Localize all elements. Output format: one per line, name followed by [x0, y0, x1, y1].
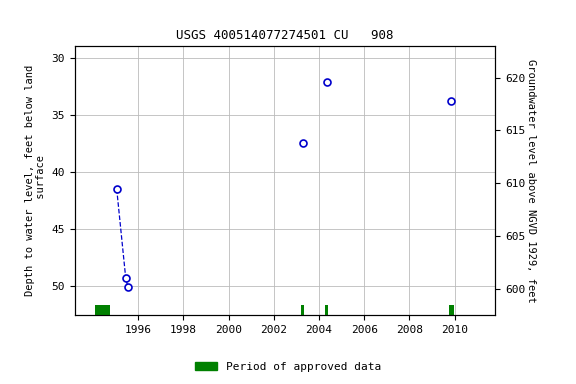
Bar	[301, 306, 304, 315]
Legend: Period of approved data: Period of approved data	[191, 358, 385, 377]
Bar	[325, 306, 328, 315]
Bar	[449, 306, 453, 315]
Bar	[95, 306, 110, 315]
Y-axis label: Depth to water level, feet below land
 surface: Depth to water level, feet below land su…	[25, 65, 46, 296]
Y-axis label: Groundwater level above NGVD 1929, feet: Groundwater level above NGVD 1929, feet	[526, 59, 536, 302]
Title: USGS 400514077274501 CU   908: USGS 400514077274501 CU 908	[176, 29, 394, 42]
